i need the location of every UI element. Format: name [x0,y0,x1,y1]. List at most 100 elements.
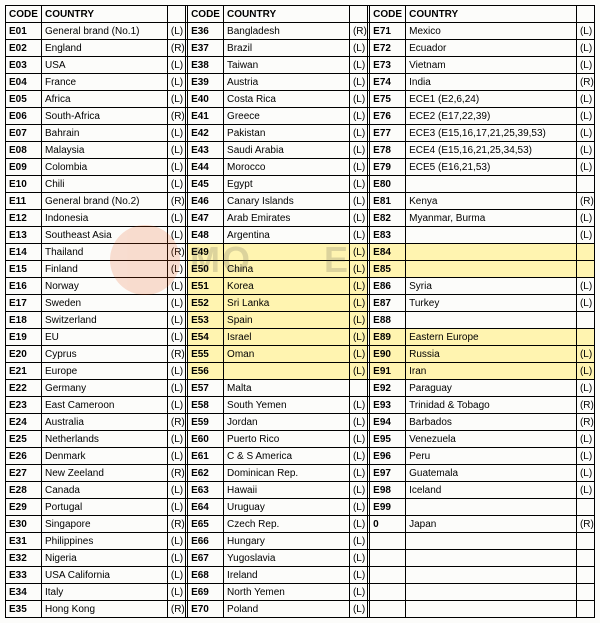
header-code: CODE [6,6,42,23]
table-row: E05Africa(L)E40Costa Rica(L)E75ECE1 (E2,… [6,91,595,108]
table-row: E11General brand (No.2)(R)E46Canary Isla… [6,193,595,210]
code-cell: E58 [188,397,224,414]
country-cell: Syria [406,278,577,295]
flag-cell [576,176,594,193]
flag-cell: (R) [167,108,185,125]
code-cell: E27 [6,465,42,482]
code-cell: E45 [188,176,224,193]
code-cell: E84 [370,244,406,261]
table-row: E19EU(L)E54Israel(L)E89Eastern Europe [6,329,595,346]
code-cell: E85 [370,261,406,278]
country-cell: Dominican Rep. [224,465,350,482]
country-cell: Israel [224,329,350,346]
header-flag [349,6,367,23]
country-cell: ECE5 (E16,21,53) [406,159,577,176]
code-cell: E68 [188,567,224,584]
flag-cell: (L) [167,210,185,227]
flag-cell: (L) [349,244,367,261]
country-cell: EU [41,329,167,346]
flag-cell: (R) [167,465,185,482]
country-cell: Cyprus [41,346,167,363]
code-cell: E46 [188,193,224,210]
flag-cell: (L) [576,91,594,108]
country-cell [406,227,577,244]
code-cell: E21 [6,363,42,380]
table-row: E03USA(L)E38Taiwan(L)E73Vietnam(L) [6,57,595,74]
country-cell: South-Africa [41,108,167,125]
code-cell [370,533,406,550]
flag-cell: (R) [349,23,367,40]
code-cell: E62 [188,465,224,482]
flag-cell: (L) [349,261,367,278]
country-cell: Taiwan [224,57,350,74]
country-cell: Puerto Rico [224,431,350,448]
flag-cell: (L) [349,125,367,142]
code-cell: E43 [188,142,224,159]
flag-cell: (L) [576,346,594,363]
flag-cell: (R) [576,397,594,414]
code-cell: E24 [6,414,42,431]
country-cell: Japan [406,516,577,533]
country-cell: Africa [41,91,167,108]
country-cell [224,244,350,261]
code-cell: E77 [370,125,406,142]
code-cell: E79 [370,159,406,176]
header-flag [167,6,185,23]
country-cell: England [41,40,167,57]
code-cell: E53 [188,312,224,329]
code-cell: E03 [6,57,42,74]
header-country: COUNTRY [406,6,577,23]
country-cell: Costa Rica [224,91,350,108]
flag-cell: (L) [167,329,185,346]
code-cell: E52 [188,295,224,312]
table-row: E09Colombia(L)E44Morocco(L)E79ECE5 (E16,… [6,159,595,176]
table-row: E02England(R)E37Brazil(L)E72Ecuador(L) [6,40,595,57]
country-cell: France [41,74,167,91]
country-cell: Morocco [224,159,350,176]
country-cell: USA California [41,567,167,584]
country-cell: Southeast Asia [41,227,167,244]
flag-cell: (L) [576,278,594,295]
flag-cell: (L) [576,448,594,465]
table-row: E04France(L)E39Austria(L)E74India(R) [6,74,595,91]
country-cell: Spain [224,312,350,329]
code-cell: E75 [370,91,406,108]
table-row: E24Australia(R)E59Jordan(L)E94Barbados(R… [6,414,595,431]
code-cell: E95 [370,431,406,448]
code-cell: E28 [6,482,42,499]
flag-cell: (R) [167,516,185,533]
code-cell [370,584,406,601]
table-row: E31Philippines(L)E66Hungary(L) [6,533,595,550]
code-cell: E20 [6,346,42,363]
code-cell: E71 [370,23,406,40]
code-cell: E60 [188,431,224,448]
header-flag [576,6,594,23]
flag-cell: (L) [576,210,594,227]
country-cell [406,176,577,193]
table-row: E25Netherlands(L)E60Puerto Rico(L)E95Ven… [6,431,595,448]
code-cell: E73 [370,57,406,74]
code-cell: E41 [188,108,224,125]
code-cell: E97 [370,465,406,482]
header-country: COUNTRY [41,6,167,23]
table-row: E15Finland(L)E50China(L)E85 [6,261,595,278]
country-cell: C & S America [224,448,350,465]
flag-cell: (L) [167,448,185,465]
country-cell: ECE3 (E15,16,17,21,25,39,53) [406,125,577,142]
code-cell: E15 [6,261,42,278]
flag-cell: (L) [167,499,185,516]
country-cell: Germany [41,380,167,397]
code-cell: E40 [188,91,224,108]
table-row: E34Italy(L)E69North Yemen(L) [6,584,595,601]
flag-cell: (L) [576,295,594,312]
country-cell: East Cameroon [41,397,167,414]
table-row: E32Nigeria(L)E67Yugoslavia(L) [6,550,595,567]
table-row: E28Canada(L)E63Hawaii(L)E98Iceland(L) [6,482,595,499]
table-row: E12Indonesia(L)E47Arab Emirates(L)E82Mya… [6,210,595,227]
country-cell: Chili [41,176,167,193]
code-cell: E05 [6,91,42,108]
country-cell: Venezuela [406,431,577,448]
code-cell: E72 [370,40,406,57]
country-cell: Netherlands [41,431,167,448]
flag-cell [576,601,594,618]
